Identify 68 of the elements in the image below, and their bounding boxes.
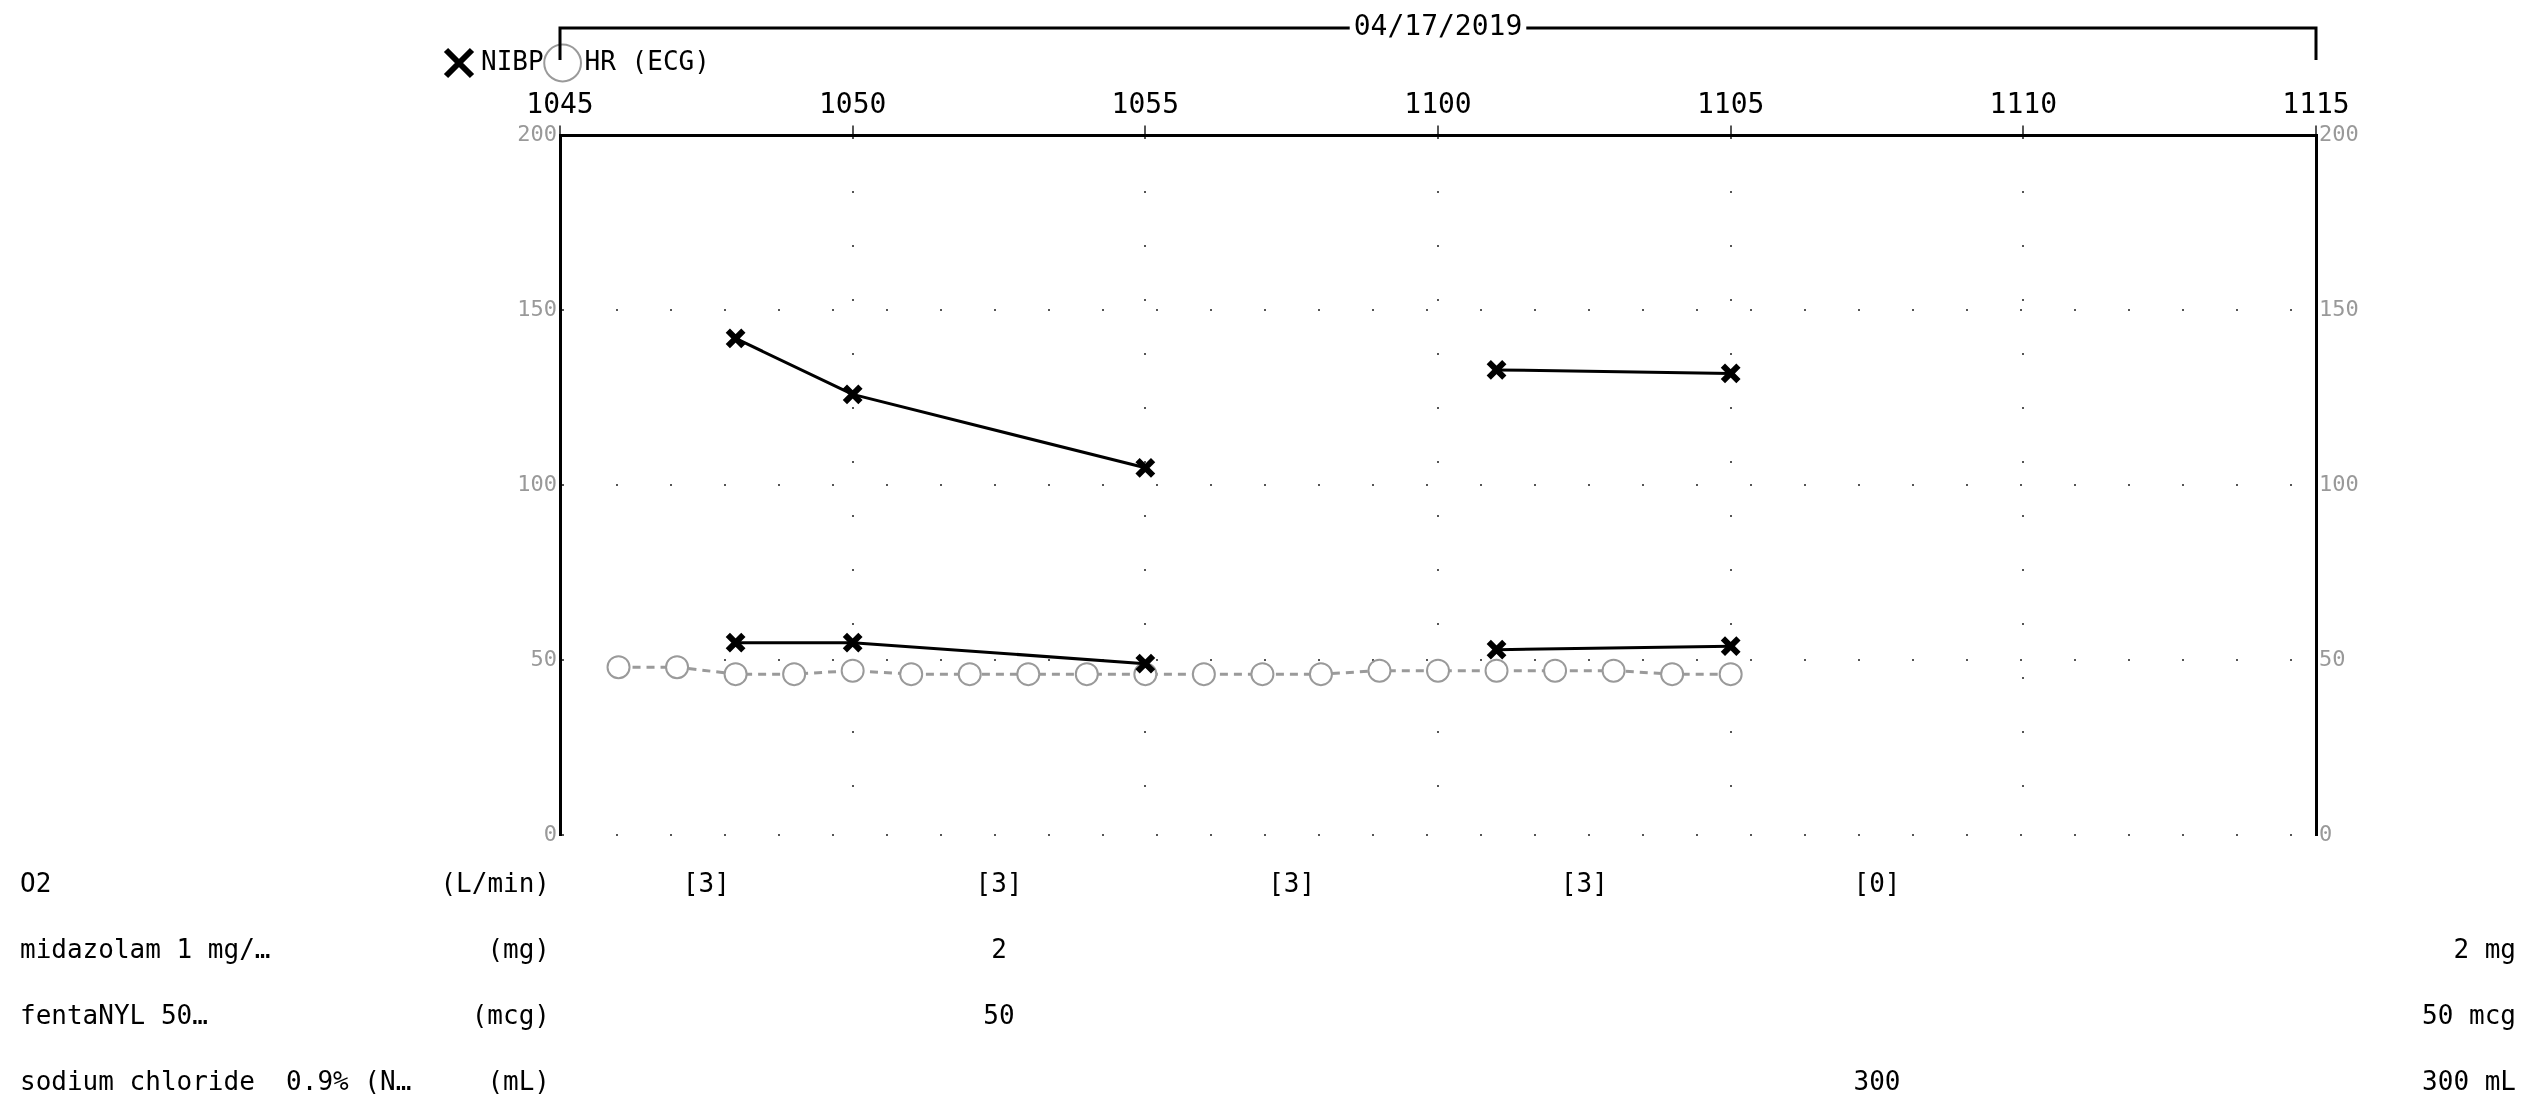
point	[665, 655, 690, 680]
text: 50	[983, 999, 1015, 1030]
x-tick-label: 1100	[1404, 87, 1472, 121]
text: 2	[991, 933, 1007, 964]
point	[1485, 359, 1508, 381]
text: 2 mg	[2453, 933, 2516, 964]
point	[782, 662, 807, 687]
x-tick-label: 1045	[526, 87, 594, 121]
point	[1543, 658, 1568, 683]
x-tick-label: 1110	[1989, 87, 2058, 121]
point	[1191, 662, 1216, 687]
text: [0]	[1853, 867, 1901, 898]
point	[1308, 662, 1333, 687]
text: (mL)	[487, 1065, 550, 1096]
point	[1134, 457, 1157, 479]
y2-tick-label: 50	[2319, 645, 2346, 671]
point	[724, 327, 747, 350]
text: [3]	[682, 867, 730, 898]
text: 300	[1853, 1065, 1901, 1096]
text: (mcg)	[471, 999, 550, 1030]
y-tick-label: 200	[517, 121, 557, 147]
point	[1074, 662, 1099, 687]
text: [3]	[1268, 867, 1316, 898]
point	[1719, 362, 1742, 385]
point	[1134, 652, 1157, 675]
point	[899, 662, 924, 687]
text: sodium chloride 0.9% (N…	[20, 1065, 412, 1096]
text: [3]	[1560, 867, 1608, 898]
y-tick-label: 0	[543, 820, 557, 846]
point	[1719, 635, 1742, 657]
y2-tick-label: 200	[2319, 121, 2359, 147]
point	[1485, 638, 1508, 661]
point	[1426, 658, 1450, 683]
text: [3]	[975, 867, 1023, 898]
point	[1016, 662, 1041, 687]
point	[841, 383, 864, 406]
text: midazolam 1 mg/…	[20, 933, 271, 964]
text: 50 mcg	[2422, 999, 2516, 1030]
legend-label: HR (ECG)	[584, 45, 710, 76]
y-tick-label: 150	[517, 296, 557, 322]
legend-label: NIBP	[481, 45, 544, 76]
x-tick-label: 1115	[2282, 87, 2350, 121]
point	[606, 655, 631, 680]
x-axis-title: 04/17/2019	[1353, 9, 1523, 43]
x-tick-label: 1105	[1696, 87, 1765, 121]
y2-tick-label: 100	[2319, 471, 2359, 497]
text: 300 mL	[2422, 1065, 2516, 1096]
point	[724, 631, 747, 654]
point	[1660, 662, 1685, 687]
y-tick-label: 100	[517, 471, 557, 497]
point	[1601, 658, 1626, 683]
point	[840, 658, 865, 683]
y2-tick-label: 0	[2319, 820, 2333, 846]
text: (mg)	[487, 933, 550, 964]
y-tick-label: 50	[530, 645, 557, 671]
point	[841, 631, 864, 654]
y2-tick-label: 150	[2319, 296, 2359, 322]
text: O2	[20, 867, 52, 898]
point	[957, 662, 982, 687]
point	[1367, 658, 1392, 683]
point	[723, 662, 748, 687]
x-tick-label: 1055	[1111, 87, 1180, 121]
point	[1484, 658, 1509, 683]
text: (L/min)	[440, 867, 550, 898]
x-tick-label: 1050	[818, 87, 887, 121]
text: fentaNYL 50…	[20, 999, 208, 1030]
point	[1250, 662, 1275, 687]
point	[1718, 662, 1743, 687]
